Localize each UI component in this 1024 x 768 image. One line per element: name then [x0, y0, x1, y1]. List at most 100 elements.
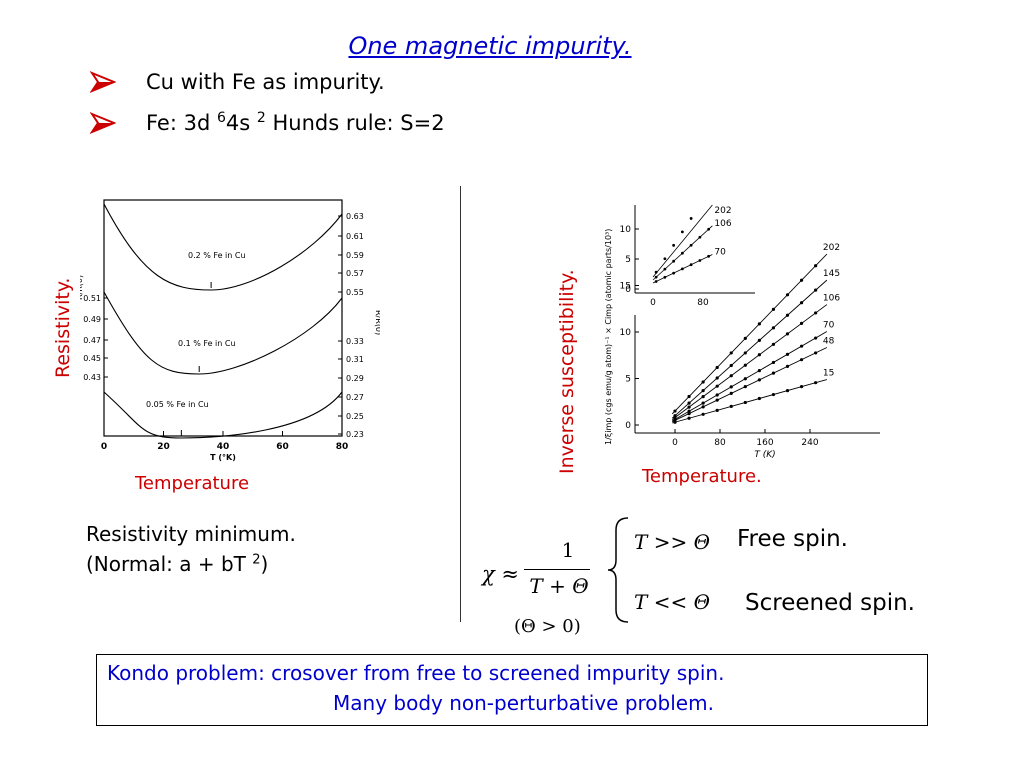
data-point [743, 336, 747, 340]
y-tick-label: 15 [620, 282, 631, 292]
data-point [715, 393, 719, 397]
y-tick-label: 0 [625, 421, 631, 431]
case-high-temp: T >> Θ [634, 530, 710, 554]
data-point [687, 412, 691, 416]
left-tick-label: 0.43 [83, 373, 101, 382]
fit-line [671, 331, 828, 422]
resistivity-chart: 0 20 40 60 80 T (°K) 0.51 0.49 0.47 0.45 0.43 R/R(0… [80, 199, 380, 462]
inset-data-point [689, 217, 693, 220]
series-label: 15 [823, 369, 834, 379]
data-point [743, 351, 747, 355]
series-label: 0.1 % Fe in Cu [178, 339, 236, 348]
resistivity-curve [103, 391, 343, 439]
data-point [799, 278, 804, 282]
data-point [729, 351, 733, 355]
left-tick-label: 0.45 [83, 354, 101, 363]
data-point [687, 401, 691, 405]
inset-data-point [698, 259, 702, 262]
inset-data-point [680, 267, 684, 271]
data-point [814, 351, 818, 355]
data-point [814, 288, 818, 292]
resistivity-plot-frame [103, 199, 343, 437]
inset-data-point [672, 243, 676, 247]
data-point [757, 353, 761, 357]
data-point [757, 338, 761, 342]
y-tick-label: 5 [625, 375, 631, 385]
data-point [701, 388, 705, 393]
resistivity-curve [103, 291, 343, 375]
data-point [743, 385, 747, 389]
fit-line [671, 304, 828, 421]
data-point [814, 264, 818, 268]
inset-data-point [672, 271, 676, 275]
arrow-bullet-icon [90, 71, 116, 93]
fraction-bar [524, 569, 590, 570]
series-label: 70 [823, 321, 835, 331]
data-point [799, 358, 804, 362]
susceptibility-x-label: Temperature. [642, 466, 762, 487]
data-point [757, 378, 761, 382]
data-point [743, 400, 747, 405]
kondo-line1: Kondo problem: crosover from free to scr… [107, 661, 725, 685]
data-point [729, 363, 733, 368]
bullet-2: Fe: 3d 64s 2 Hunds rule: S=2 [90, 110, 445, 135]
inset-data-point [654, 270, 658, 274]
right-tick-label: 0.29 [346, 374, 364, 383]
data-point [715, 384, 719, 388]
kondo-line2: Many body non-perturbative problem. [333, 691, 714, 715]
fit-line [671, 253, 828, 415]
data-point [799, 301, 804, 305]
chi-symbol: χ ≈ [482, 562, 519, 586]
data-point [701, 395, 705, 399]
fit-line [671, 347, 828, 423]
x-tick-label: 0 [672, 438, 678, 448]
data-point [715, 376, 719, 380]
inset-y-tick-label: 5 [625, 255, 631, 265]
x-tick-label: 160 [756, 438, 773, 448]
inset-series-label: 106 [714, 219, 731, 229]
right-tick-label: 0.31 [346, 355, 364, 364]
x-tick-label: 60 [276, 442, 289, 452]
inset-data-point [654, 275, 658, 279]
inset-y-tick-label: 0 [625, 285, 631, 295]
inset-data-point [663, 267, 667, 271]
bullet-2-text: Fe: 3d 64s 2 Hunds rule: S=2 [146, 110, 445, 135]
data-point [729, 385, 733, 389]
inset-data-point [663, 257, 667, 261]
data-point [814, 311, 818, 315]
bullet-1-text: Cu with Fe as impurity. [146, 70, 385, 94]
data-point [743, 363, 747, 367]
data-point [785, 352, 790, 356]
fit-line [672, 379, 827, 424]
y-axis-title: 1/ξimp (cgs emu/g atom)⁻¹ × Cimp (atomic… [604, 229, 613, 445]
data-point [785, 293, 790, 297]
data-point [771, 392, 776, 397]
inset-x-tick-label: 80 [697, 298, 709, 308]
data-point [687, 416, 691, 420]
data-point [687, 409, 691, 413]
x-tick-label: 240 [801, 438, 818, 448]
data-point [715, 365, 719, 370]
resistivity-curve [103, 203, 343, 291]
data-point [757, 368, 761, 373]
left-tick-label: 0.49 [83, 315, 101, 324]
arrow-bullet-icon [90, 111, 116, 134]
x-axis-title: T (°K) [210, 453, 236, 462]
susceptibility-chart: 0 80 160 240 T (K) 0 5 10 15 1/ξimp (cgs emu/g at… [604, 204, 880, 460]
x-tick-label: 40 [217, 442, 230, 452]
right-tick-label: 0.55 [346, 288, 364, 297]
right-tick-label: 0.59 [346, 251, 364, 260]
data-point [729, 404, 733, 408]
x-tick-label: 80 [714, 438, 726, 448]
inset-data-point [698, 235, 702, 239]
data-point [673, 409, 677, 413]
inset-data-point [663, 275, 667, 279]
theta-condition: (Θ > 0) [514, 616, 581, 637]
series-label: 0.05 % Fe in Cu [146, 400, 209, 409]
data-point [729, 374, 733, 378]
inset-data-point [672, 259, 676, 263]
data-point [785, 388, 790, 393]
inset-y-tick-label: 10 [620, 225, 632, 235]
data-point [687, 394, 691, 399]
x-tick-label: 20 [157, 442, 170, 452]
